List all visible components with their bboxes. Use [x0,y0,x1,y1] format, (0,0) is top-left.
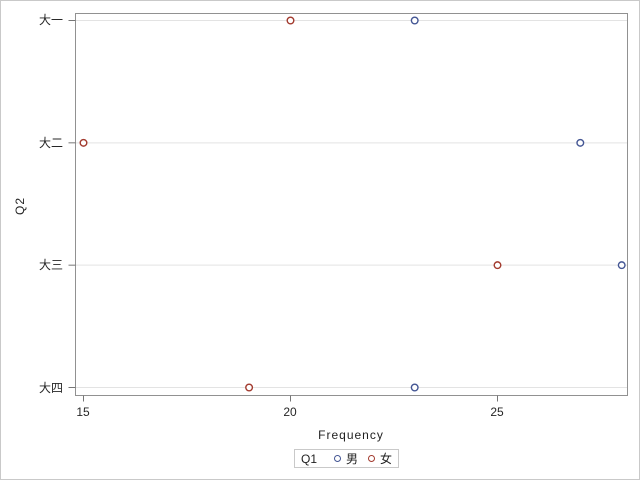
marker-男-大三 [617,261,626,270]
marker-女-大三 [493,261,502,270]
legend: Q1 男 女 [294,449,400,468]
marker-女-大四 [245,383,254,392]
female-marker-icon [368,455,376,462]
x-tick-label-15: 15 [76,405,90,419]
plot-wall [75,13,628,396]
legend-label-female: 女 [380,452,393,466]
x-tick-label-25: 25 [490,405,504,419]
y-axis-title: Q2 [13,196,27,216]
marker-男-大一 [410,16,419,25]
x-tick-label-20: 20 [283,405,297,419]
marker-女-大二 [79,138,88,147]
legend-entry-female: 女 [368,450,392,467]
legend-entry-male: 男 [334,450,358,467]
legend-label-male: 男 [346,452,359,466]
legend-title: Q1 [301,451,318,466]
y-tick-label-3: 大三 [38,258,63,272]
plot-wall-border [75,13,628,396]
marker-男-大二 [576,138,585,147]
y-tick-label-1: 大一 [38,13,63,27]
marker-男-大四 [410,383,419,392]
y-tick-label-2: 大二 [38,136,63,150]
marker-女-大一 [286,16,295,25]
x-axis-title: Frequency [318,428,384,442]
y-tick-label-4: 大四 [38,381,63,395]
male-marker-icon [334,455,342,462]
